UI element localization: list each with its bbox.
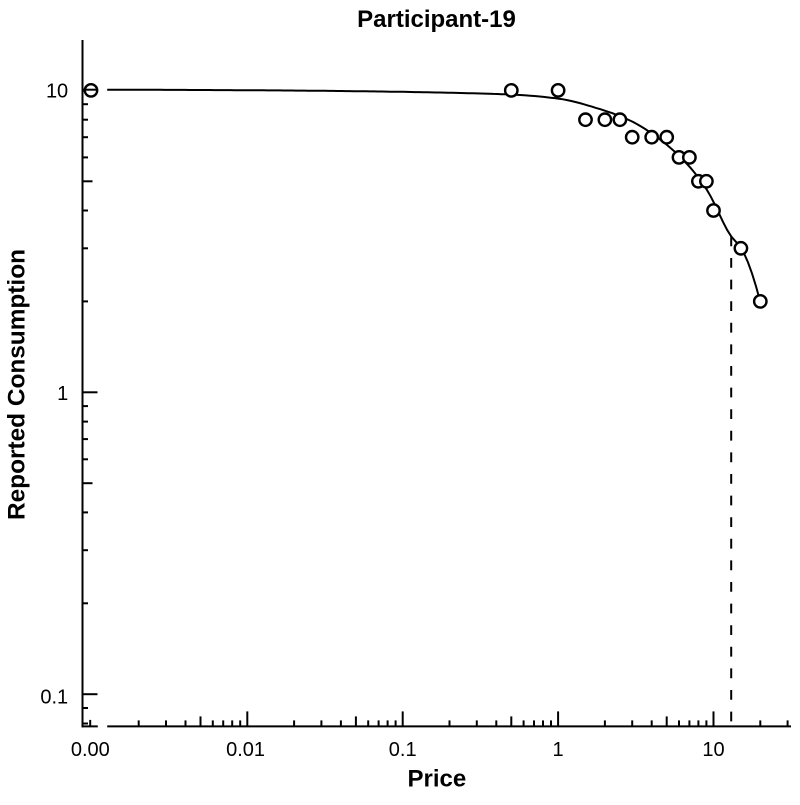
svg-text:0.01: 0.01 [226,739,265,761]
svg-text:1: 1 [57,383,68,405]
svg-text:10: 10 [702,739,724,761]
svg-text:1: 1 [553,739,564,761]
svg-text:10: 10 [46,81,68,103]
svg-text:0.00: 0.00 [71,739,110,761]
svg-text:Participant-19: Participant-19 [357,6,516,33]
svg-text:Reported Consumption: Reported Consumption [3,249,30,520]
svg-text:0.1: 0.1 [389,739,417,761]
svg-text:0.1: 0.1 [40,686,68,708]
svg-text:Price: Price [408,765,467,792]
